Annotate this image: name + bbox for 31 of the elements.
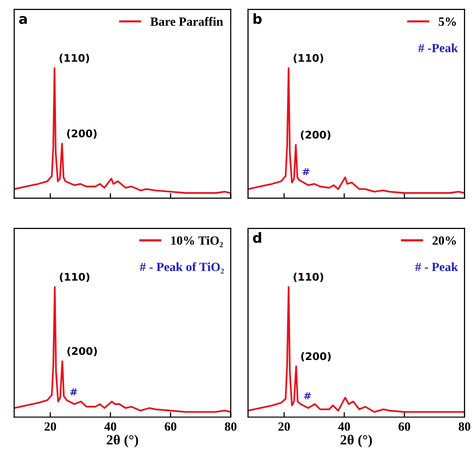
annotation: (200): [300, 130, 330, 140]
chart-title: d: [252, 232, 262, 243]
legend-label: 10% TiO₂: [171, 236, 223, 248]
text: # -Peak: [418, 43, 458, 52]
text: # - Peak: [415, 262, 458, 272]
annotation: (110): [294, 54, 324, 64]
annotation: #: [302, 168, 310, 176]
x-tick-label: 80: [224, 422, 236, 431]
annotation: (110): [60, 272, 90, 282]
x-axis-title: 2θ (°): [106, 434, 138, 448]
x-tick-label: 40: [338, 422, 350, 431]
x-axis-title: 2θ (°): [340, 434, 372, 448]
x-tick-label: 20: [44, 422, 56, 431]
x-tick-label: 60: [164, 422, 176, 431]
x-tick-label: 20: [278, 422, 290, 431]
chart-title: b: [254, 13, 262, 24]
annotation: (110): [294, 272, 324, 282]
annotation: (200): [301, 352, 331, 362]
annotation: #: [70, 388, 78, 396]
annotation: (110): [60, 54, 90, 64]
x-tick-label: 60: [398, 422, 410, 431]
annotation: #: [304, 392, 311, 400]
x-tick-label: 40: [104, 422, 116, 431]
legend-label: 20%: [432, 236, 456, 245]
chart-title: a: [19, 16, 27, 24]
text: # - Peak of TiO₂: [140, 262, 224, 274]
legend-label: 5%: [438, 17, 456, 26]
legend-label: Bare Paraffin: [150, 16, 224, 26]
x-tick-label: 80: [458, 422, 470, 431]
annotation: (200): [67, 346, 97, 356]
annotation: (200): [67, 129, 97, 139]
